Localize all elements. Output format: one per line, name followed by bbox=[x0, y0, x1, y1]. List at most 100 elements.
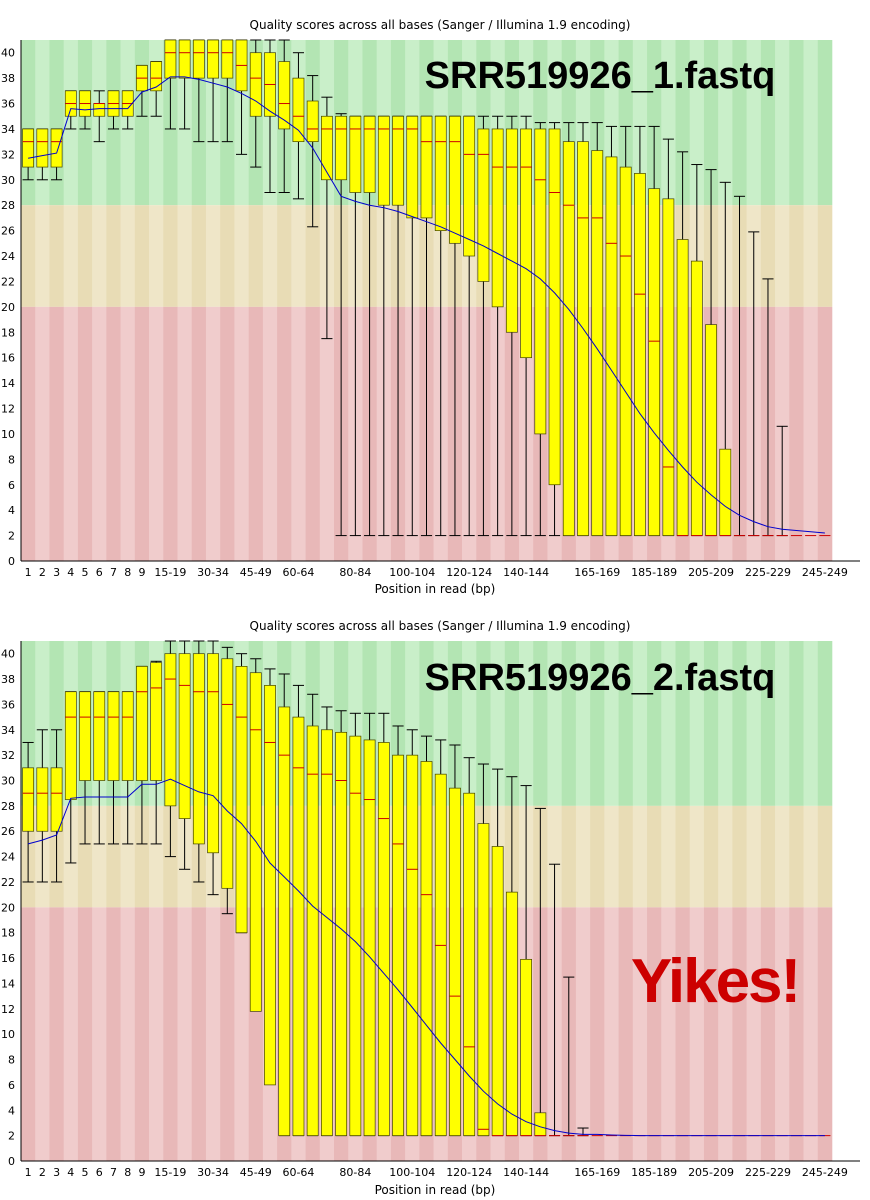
box bbox=[150, 662, 163, 781]
box bbox=[605, 156, 618, 536]
mean-line bbox=[28, 76, 825, 534]
zone-bad-stripe bbox=[319, 306, 335, 561]
zone-bad-stripe bbox=[789, 907, 804, 1161]
x-axis-label: Position in read (bp) bbox=[375, 1183, 496, 1197]
zone-warn-stripe bbox=[248, 205, 264, 307]
zone-warn-stripe bbox=[106, 205, 121, 307]
box bbox=[491, 846, 504, 1136]
y-tick-label: 26 bbox=[1, 225, 15, 238]
box bbox=[420, 115, 433, 219]
y-tick-label: 36 bbox=[1, 698, 15, 711]
zone-warn-stripe bbox=[35, 205, 50, 307]
zone-warn-stripe bbox=[134, 805, 150, 908]
box bbox=[690, 260, 703, 536]
x-tick-label: 140-144 bbox=[503, 566, 549, 579]
zone-bad-stripe bbox=[291, 306, 306, 561]
zone-bad-stripe bbox=[77, 306, 93, 561]
y-tick-label: 4 bbox=[8, 504, 15, 517]
x-tick-label: 185-189 bbox=[631, 566, 677, 579]
box bbox=[22, 767, 35, 832]
x-tick-label: 225-229 bbox=[745, 566, 791, 579]
box bbox=[705, 324, 717, 536]
zone-warn-stripe bbox=[561, 805, 577, 908]
zone-bad-stripe bbox=[277, 306, 292, 561]
x-tick-label: 2 bbox=[39, 566, 46, 579]
y-tick-label: 26 bbox=[1, 825, 15, 838]
zone-bad-stripe bbox=[703, 907, 719, 1161]
box bbox=[406, 115, 419, 219]
zone-good-stripe bbox=[718, 40, 733, 206]
x-tick-label: 165-169 bbox=[574, 1166, 620, 1179]
box bbox=[505, 891, 518, 1136]
zone-bad-stripe bbox=[732, 907, 747, 1161]
box bbox=[249, 52, 262, 117]
y-tick-label: 0 bbox=[8, 1155, 15, 1168]
zone-bad-stripe bbox=[618, 907, 634, 1161]
zone-bad-stripe bbox=[220, 907, 235, 1161]
zone-bad-stripe bbox=[647, 907, 662, 1161]
zone-good-stripe bbox=[718, 641, 733, 806]
x-tick-label: 80-84 bbox=[339, 1166, 371, 1179]
box bbox=[349, 735, 362, 1136]
chart-title: Quality scores across all bases (Sanger … bbox=[250, 619, 631, 633]
box bbox=[235, 666, 248, 934]
box bbox=[463, 792, 476, 1136]
x-tick-label: 100-104 bbox=[389, 566, 435, 579]
zone-bad-stripe bbox=[689, 907, 705, 1161]
zone-warn-stripe bbox=[77, 805, 93, 908]
zone-good-stripe bbox=[518, 641, 534, 806]
zone-good-stripe bbox=[575, 641, 591, 806]
y-tick-label: 0 bbox=[8, 555, 15, 568]
zone-bad-stripe bbox=[205, 306, 221, 561]
x-tick-label: 205-209 bbox=[688, 1166, 734, 1179]
zone-good-stripe bbox=[647, 40, 662, 206]
box bbox=[121, 691, 134, 781]
zone-bad-stripe bbox=[661, 907, 676, 1161]
y-tick-label: 22 bbox=[1, 876, 15, 889]
zone-warn-stripe bbox=[49, 205, 64, 307]
zone-bad-stripe bbox=[35, 306, 50, 561]
zone-warn-stripe bbox=[21, 205, 36, 307]
zone-good-stripe bbox=[803, 641, 819, 806]
x-tick-label: 30-34 bbox=[197, 1166, 229, 1179]
zone-bad-stripe bbox=[220, 306, 235, 561]
box bbox=[392, 115, 404, 206]
zone-warn-stripe bbox=[63, 205, 79, 307]
x-tick-label: 205-209 bbox=[688, 566, 734, 579]
x-tick-label: 1 bbox=[25, 566, 32, 579]
x-tick-label: 100-104 bbox=[389, 1166, 435, 1179]
y-tick-label: 18 bbox=[1, 927, 15, 940]
zone-warn-stripe bbox=[92, 805, 107, 908]
x-tick-label: 1 bbox=[25, 1166, 32, 1179]
zone-good-stripe bbox=[746, 40, 762, 206]
box bbox=[449, 115, 461, 244]
box bbox=[349, 115, 362, 193]
zone-warn-stripe bbox=[547, 805, 562, 908]
x-tick-label: 45-49 bbox=[240, 1166, 272, 1179]
zone-bad-stripe bbox=[49, 306, 64, 561]
y-tick-label: 22 bbox=[1, 275, 15, 288]
box bbox=[278, 61, 291, 130]
zone-bad-stripe bbox=[718, 907, 733, 1161]
box bbox=[292, 77, 305, 143]
zone-bad-stripe bbox=[234, 306, 249, 561]
box bbox=[363, 739, 376, 1136]
zone-warn-stripe bbox=[703, 805, 719, 908]
x-tick-label: 60-64 bbox=[282, 566, 314, 579]
box bbox=[591, 150, 604, 536]
zone-bad-stripe bbox=[191, 306, 207, 561]
y-tick-label: 12 bbox=[1, 1003, 15, 1016]
y-tick-label: 18 bbox=[1, 326, 15, 339]
zone-bad-stripe bbox=[817, 306, 833, 561]
zone-warn-stripe bbox=[177, 205, 193, 307]
zone-bad-stripe bbox=[817, 907, 833, 1161]
x-tick-label: 3 bbox=[53, 566, 60, 579]
zone-bad-stripe bbox=[49, 907, 64, 1161]
zone-bad-stripe bbox=[775, 907, 790, 1161]
zone-good-stripe bbox=[661, 40, 676, 206]
box bbox=[192, 39, 205, 79]
y-tick-label: 16 bbox=[1, 352, 15, 365]
zone-warn-stripe bbox=[604, 805, 619, 908]
y-tick-label: 30 bbox=[1, 174, 15, 187]
